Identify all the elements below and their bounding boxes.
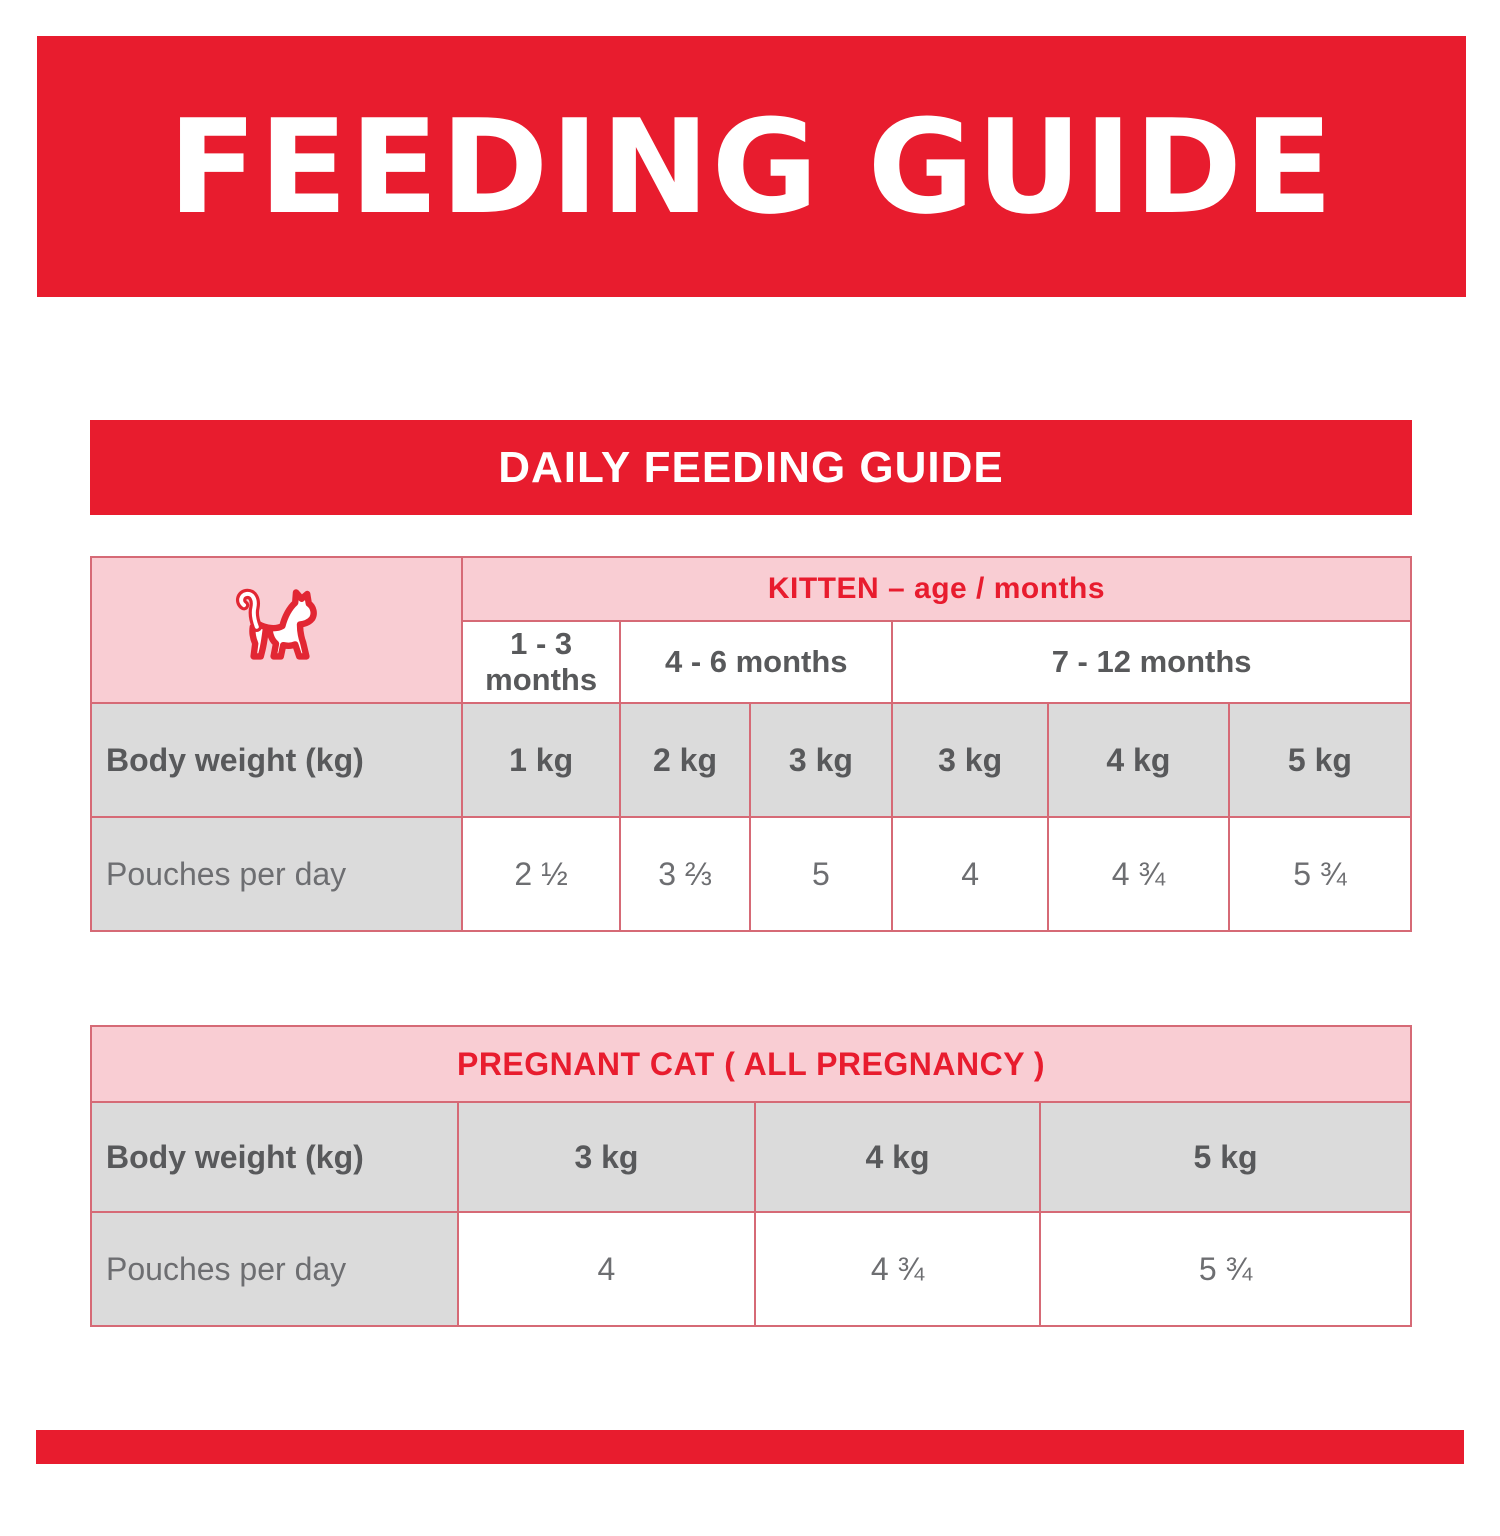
weight-value: 5 kg <box>1227 702 1413 818</box>
weight-value: 3 kg <box>456 1101 756 1213</box>
pouches-value: 4 ¾ <box>1046 816 1230 932</box>
pouches-per-day-label: Pouches per day <box>90 816 463 932</box>
body-weight-label: Body weight (kg) <box>90 702 463 818</box>
weight-value: 3 kg <box>891 702 1049 818</box>
pouches-value: 5 <box>748 816 894 932</box>
feeding-guide-banner: FEEDING GUIDE <box>37 36 1466 297</box>
weight-value: 4 kg <box>753 1101 1042 1213</box>
pouches-value: 4 <box>891 816 1049 932</box>
pouches-value: 4 <box>456 1211 756 1327</box>
weight-value: 5 kg <box>1039 1101 1412 1213</box>
pouches-value: 3 ⅔ <box>619 816 751 932</box>
body-weight-label: Body weight (kg) <box>90 1101 459 1213</box>
pregnant-table-title: PREGNANT CAT ( ALL PREGNANCY ) <box>90 1025 1412 1103</box>
weight-value: 4 kg <box>1046 702 1230 818</box>
cat-icon <box>92 578 461 682</box>
cat-icon-cell <box>90 556 463 704</box>
pouches-value: 4 ¾ <box>753 1211 1042 1327</box>
daily-feeding-guide-title: DAILY FEEDING GUIDE <box>498 442 1004 492</box>
pouches-value: 5 ¾ <box>1039 1211 1412 1327</box>
weight-value: 1 kg <box>460 702 622 818</box>
pouches-value: 5 ¾ <box>1227 816 1413 932</box>
age-group-7-12-months: 7 - 12 months <box>891 620 1412 704</box>
daily-feeding-guide-bar: DAILY FEEDING GUIDE <box>90 420 1412 515</box>
kitten-feeding-table: KITTEN – age / months 1 - 3 months 4 - 6… <box>90 556 1413 932</box>
age-group-1-3-months: 1 - 3 months <box>460 620 622 704</box>
pregnant-cat-feeding-table: PREGNANT CAT ( ALL PREGNANCY ) Body weig… <box>90 1025 1412 1327</box>
kitten-table-title: KITTEN – age / months <box>460 556 1413 622</box>
age-group-4-6-months: 4 - 6 months <box>619 620 894 704</box>
bottom-red-bar <box>36 1430 1464 1464</box>
feeding-guide-title: FEEDING GUIDE <box>168 90 1335 243</box>
weight-value: 2 kg <box>619 702 751 818</box>
pouches-value: 2 ½ <box>460 816 622 932</box>
weight-value: 3 kg <box>748 702 894 818</box>
pouches-per-day-label: Pouches per day <box>90 1211 459 1327</box>
